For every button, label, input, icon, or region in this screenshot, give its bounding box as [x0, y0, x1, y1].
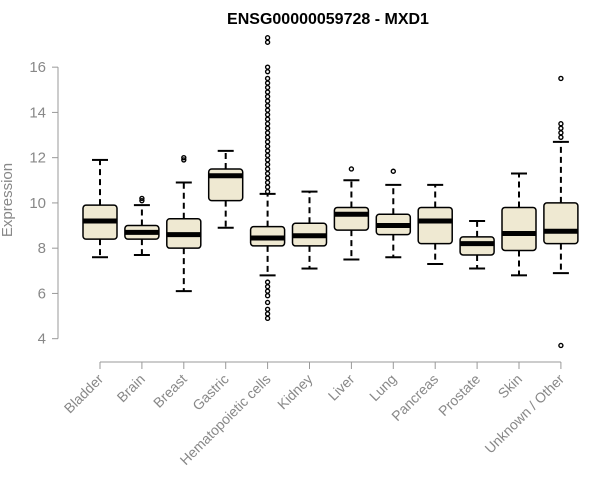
x-tick-label: Brain [114, 371, 148, 405]
outlier-point [264, 299, 271, 306]
outlier-point [264, 283, 271, 290]
x-tick-label: Liver [325, 371, 358, 404]
outlier-point [264, 139, 271, 145]
outlier-point [264, 311, 271, 317]
outlier-point [264, 75, 271, 82]
outlier-point [264, 125, 271, 131]
y-axis: 4 6 8 10 12 14 16 [29, 59, 59, 348]
outlier-point [264, 68, 271, 75]
y-axis-label: Expression [0, 163, 16, 237]
outlier-point [558, 75, 564, 82]
outlier-point [264, 315, 271, 322]
outlier-point [264, 39, 271, 45]
outlier-point [264, 111, 271, 118]
y-tick-label: 8 [38, 240, 46, 257]
outlier-point [139, 195, 145, 202]
outlier-point [264, 64, 271, 70]
outlier-point [264, 279, 271, 285]
outlier-point [558, 121, 564, 127]
box-skin [501, 172, 537, 277]
x-tick-label: Unknown / Other [481, 371, 567, 457]
iqr-box [333, 206, 370, 231]
box-brain [124, 195, 160, 256]
box-prostate [459, 220, 495, 270]
outlier-point [264, 93, 271, 100]
outlier-point [264, 161, 271, 168]
outlier-point [558, 342, 564, 349]
x-tick-label: Lung [366, 371, 399, 404]
box-breast [166, 154, 202, 293]
outlier-point [264, 35, 271, 41]
outlier-point [558, 125, 564, 131]
iqr-box [501, 206, 537, 252]
x-tick-label: Breast [150, 371, 190, 411]
outlier-point [264, 184, 271, 190]
box-liver [333, 166, 370, 261]
chart-title: ENSG00000059728 - MXD1 [227, 11, 429, 28]
outlier-point [181, 154, 187, 161]
outlier-point [264, 179, 271, 186]
y-tick-label: 14 [29, 104, 46, 121]
outlier-point [264, 175, 271, 181]
outlier-point [139, 197, 145, 204]
iqr-box [543, 202, 579, 245]
box-hematopoietic-cells [249, 35, 286, 322]
y-tick-label: 6 [38, 285, 46, 302]
box-lung [375, 168, 412, 259]
outlier-point [264, 80, 271, 86]
iqr-box [417, 206, 453, 245]
box-kidney [291, 190, 328, 270]
box-bladder [82, 158, 118, 259]
y-tick-label: 12 [29, 150, 46, 167]
y-tick-label: 16 [29, 59, 46, 76]
outlier-point [264, 134, 271, 140]
outlier-point [264, 288, 271, 294]
outlier-point [264, 292, 271, 299]
outlier-point [264, 102, 271, 109]
outlier-point [264, 166, 271, 172]
box-group [82, 35, 579, 349]
box-pancreas [417, 183, 453, 266]
outlier-point [264, 148, 271, 154]
y-tick-label: 10 [29, 195, 46, 212]
box-gastric [207, 149, 244, 229]
outlier-point [264, 170, 271, 177]
y-tick-label: 4 [38, 331, 46, 348]
outlier-point [264, 306, 271, 312]
outlier-point [264, 116, 271, 122]
x-tick-label: Prostate [435, 371, 483, 419]
x-tick-label: Bladder [61, 371, 107, 417]
outlier-point [264, 130, 271, 136]
outlier-point [264, 143, 271, 150]
outlier-point [390, 168, 396, 174]
outlier-point [264, 121, 271, 127]
x-tick-label: Kidney [274, 371, 316, 413]
outlier-point [264, 107, 271, 113]
outlier-point [348, 166, 355, 172]
x-tick-label: Pancreas [388, 371, 441, 424]
outlier-point [558, 134, 564, 140]
outlier-point [264, 84, 271, 91]
outlier-point [264, 157, 271, 163]
box-unknown-other [543, 75, 579, 349]
outlier-point [181, 157, 187, 163]
x-tick-label: Skin [495, 371, 526, 402]
outlier-point [558, 130, 564, 136]
outlier-point [264, 152, 271, 159]
outlier-point [264, 89, 271, 95]
outlier-point [264, 188, 271, 195]
outlier-point [264, 98, 271, 104]
